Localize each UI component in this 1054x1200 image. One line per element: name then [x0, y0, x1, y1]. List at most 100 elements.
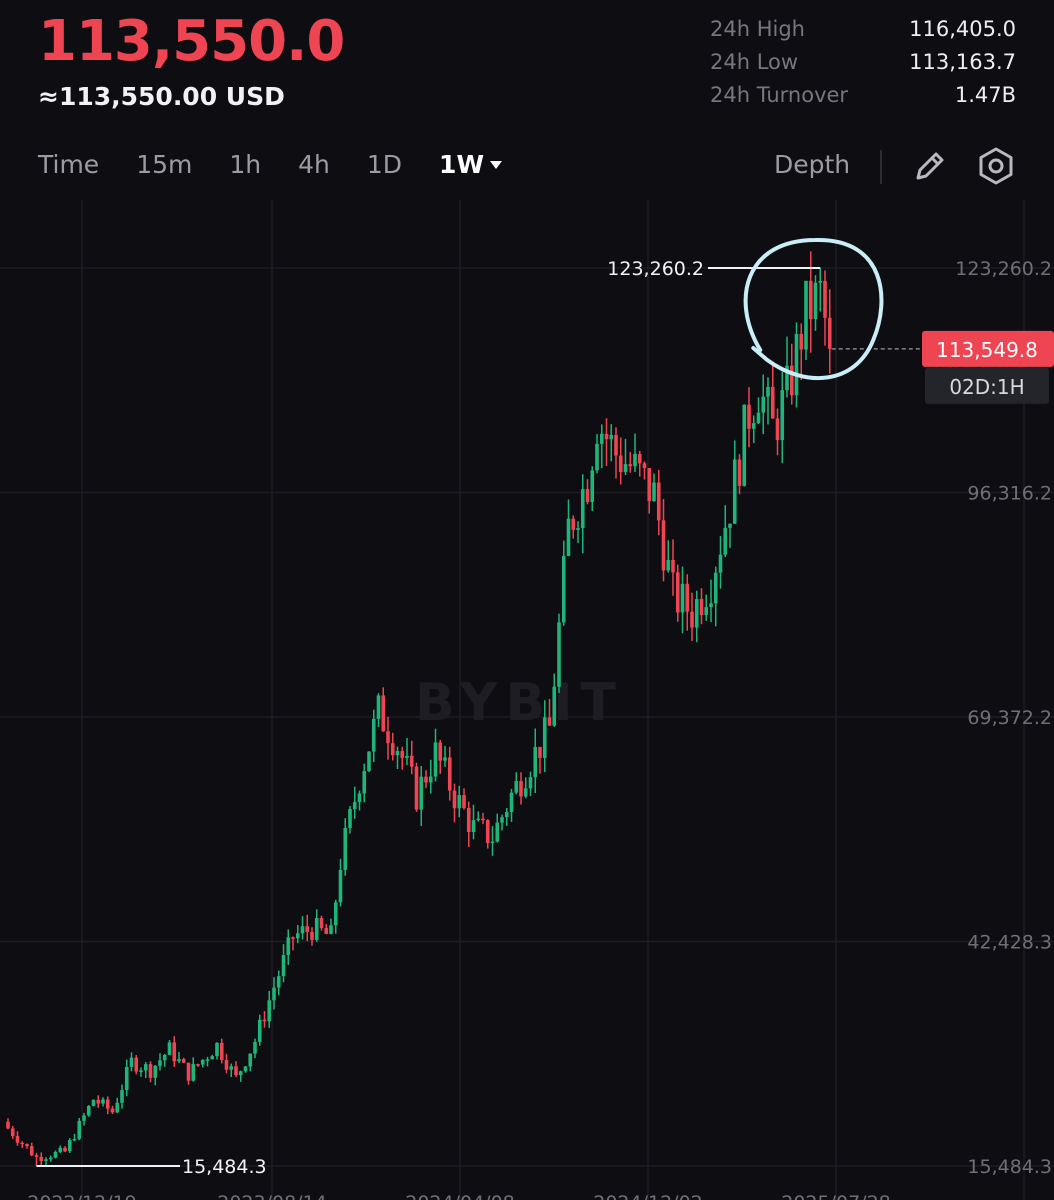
candle-body [10, 1128, 15, 1137]
candle-body [153, 1065, 158, 1078]
candle-body [808, 280, 813, 320]
candle-body [91, 1099, 96, 1106]
candle-body [476, 818, 481, 821]
candle-body [794, 333, 799, 396]
candle-body [737, 459, 742, 486]
y-tick-label: 69,372.2 [967, 707, 1052, 729]
tab-1h[interactable]: 1h [229, 150, 262, 179]
candle-body [134, 1057, 139, 1072]
stats-panel: 24h High 116,405.0 24h Low 113,163.7 24h… [710, 12, 1016, 111]
tab-4h[interactable]: 4h [298, 150, 330, 179]
candle-body [576, 528, 580, 530]
depth-button[interactable]: Depth [774, 150, 851, 179]
candle-body [6, 1121, 10, 1129]
candle-body [500, 817, 504, 823]
candle-body [215, 1042, 219, 1057]
y-tick-label: 123,260.2 [955, 258, 1052, 280]
candle-body [248, 1053, 253, 1067]
stat-value: 116,405.0 [909, 16, 1016, 41]
y-tick-label: 15,484.3 [967, 1156, 1052, 1178]
candle-body [704, 607, 709, 616]
caret-down-icon [490, 161, 503, 169]
candle-body [718, 554, 723, 573]
candle-body [305, 926, 310, 932]
candle-body [557, 622, 561, 687]
stat-label: 24h Turnover [710, 82, 849, 107]
candle-body [756, 412, 761, 424]
candle-body [709, 603, 713, 608]
candle-body [647, 468, 652, 502]
candle-body [547, 717, 552, 726]
current-price-label: 113,549.8 [936, 338, 1038, 362]
candle-body [438, 742, 443, 761]
candle-body [362, 771, 367, 794]
settings-icon[interactable] [976, 146, 1016, 186]
candle-body [818, 280, 823, 283]
tab-1d[interactable]: 1D [366, 150, 403, 179]
candle-body [452, 790, 457, 809]
stat-label: 24h High [710, 16, 805, 41]
candle-body [272, 987, 276, 1001]
candle-body [609, 434, 614, 440]
candle-body [48, 1157, 53, 1160]
tab-1w[interactable]: 1W [439, 145, 503, 185]
x-tick-label: 2024/04/08 [405, 1192, 515, 1200]
candle-body [124, 1066, 129, 1091]
tab-time[interactable]: Time [38, 150, 100, 179]
candle-body [191, 1064, 196, 1081]
candle-body [813, 282, 818, 320]
candle-body [471, 820, 476, 833]
candle-body [509, 792, 514, 813]
candle-body [671, 559, 675, 573]
candle-body [766, 386, 770, 397]
pencil-icon[interactable] [910, 146, 950, 186]
candle-body [234, 1066, 238, 1076]
max-marker-label: 123,260.2 [607, 258, 704, 280]
candle-body [495, 822, 500, 842]
tab-1w-label: 1W [439, 150, 485, 179]
current-price-tag [922, 330, 1054, 367]
x-axis: 2022/12/19 2023/08/14 2024/04/08 2024/12/02… [27, 1192, 891, 1200]
candle-body [747, 404, 751, 429]
candle-body [785, 365, 789, 391]
candlestick-chart[interactable]: BYBIT 123,260.2 15,484.3 113,549.8 02D:1H 1… [0, 200, 1054, 1200]
candle-body [571, 518, 576, 530]
candle-body [243, 1066, 248, 1072]
candle-body [72, 1138, 77, 1141]
tab-15m[interactable]: 15m [136, 150, 193, 179]
candle-body [713, 572, 718, 604]
candle-body [699, 599, 704, 616]
candle-body [219, 1042, 224, 1060]
candle-body [143, 1064, 148, 1071]
candle-body [481, 818, 485, 821]
x-tick-label: 2022/12/19 [27, 1192, 137, 1200]
candle-body [267, 1000, 272, 1022]
candle-body [742, 404, 747, 486]
candle-body [789, 365, 794, 396]
candle-body [105, 1099, 110, 1109]
candle-body [466, 808, 471, 833]
candle-body [196, 1064, 200, 1066]
interval-tabs: Time 15m 1h 4h 1D 1W [38, 145, 539, 185]
y-tick-label: 96,316.2 [967, 483, 1052, 505]
candle-body [514, 781, 519, 793]
candle-body [652, 482, 656, 502]
candle-body [58, 1147, 63, 1152]
candle-body [542, 717, 547, 758]
candle-body [780, 390, 785, 441]
candle-body [295, 933, 300, 939]
candle-body [419, 776, 424, 810]
candle-body [386, 731, 390, 744]
candle-body [229, 1066, 234, 1070]
candle-body [723, 527, 728, 555]
candle-body [409, 755, 414, 767]
candle-body [162, 1054, 167, 1061]
watermark: BYBIT [415, 673, 624, 733]
candle-body [39, 1156, 44, 1161]
candle-body [761, 396, 766, 413]
candle-body [200, 1059, 205, 1065]
candle-body [376, 695, 381, 719]
candle-body [291, 937, 295, 939]
candle-body [77, 1120, 82, 1139]
stat-value: 1.47B [954, 82, 1016, 107]
